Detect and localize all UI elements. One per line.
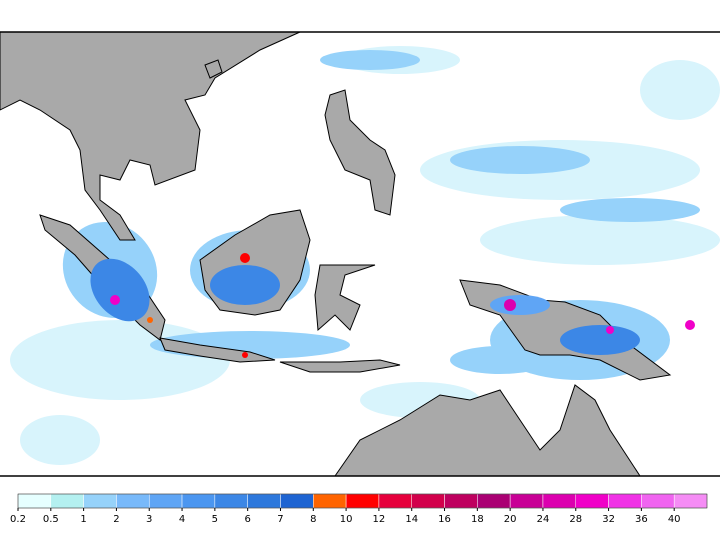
colorbar-segment xyxy=(411,493,445,509)
land xyxy=(0,31,672,477)
colorbar-segment xyxy=(509,493,544,509)
heavy-rain xyxy=(90,253,695,358)
colorbar-frame xyxy=(17,493,708,509)
colorbar-label: 16 xyxy=(438,514,451,525)
colorbar-label: 10 xyxy=(340,514,353,525)
colorbar-label: 28 xyxy=(569,514,582,525)
colorbar-label: 3 xyxy=(146,514,152,525)
colorbar-segment xyxy=(575,493,609,509)
colorbar-segment xyxy=(247,493,281,509)
colorbar-segment xyxy=(116,493,150,509)
colorbar-label: 20 xyxy=(504,514,517,525)
colorbar-segment xyxy=(378,493,412,509)
colorbar-label: 0.5 xyxy=(43,514,59,525)
colorbar-segment xyxy=(214,493,248,509)
colorbar-label: 5 xyxy=(212,514,218,525)
colorbar-label: 24 xyxy=(537,514,550,525)
colorbar-segment xyxy=(17,493,52,509)
colorbar-label: 36 xyxy=(635,514,648,525)
lesser-sunda xyxy=(279,359,401,373)
colorbar-segment xyxy=(477,493,511,509)
colorbar-segment xyxy=(181,493,216,509)
colorbar-segment xyxy=(83,493,117,509)
australia xyxy=(334,384,641,477)
map xyxy=(0,31,720,477)
colorbar-label: 2 xyxy=(113,514,119,525)
colorbar-segment xyxy=(608,493,642,509)
colorbar-label: 14 xyxy=(405,514,418,525)
colorbar-label: 1 xyxy=(80,514,86,525)
hainan xyxy=(204,59,223,79)
colorbar-segment xyxy=(50,493,84,509)
sulawesi xyxy=(314,264,376,332)
colorbar: 0.2 0.5 1 2 3 4 5 6 7 8 10 12 14 16 18 20 24 28 32 36 40 xyxy=(10,493,708,525)
colorbar-label: 8 xyxy=(310,514,316,525)
colorbar-segment xyxy=(542,493,577,509)
colorbar-label: 40 xyxy=(668,514,681,525)
colorbar-segment xyxy=(345,493,380,509)
colorbar-label: 4 xyxy=(179,514,185,525)
colorbar-segment xyxy=(673,493,708,509)
colorbar-segment xyxy=(280,493,314,509)
colorbar-label: 6 xyxy=(244,514,250,525)
colorbar-segment xyxy=(444,493,478,509)
colorbar-label: 18 xyxy=(471,514,484,525)
colorbar-segment xyxy=(641,493,675,509)
indochina xyxy=(0,31,301,241)
colorbar-label: 32 xyxy=(602,514,615,525)
colorbar-label: 7 xyxy=(277,514,283,525)
colorbar-label: 0.2 xyxy=(10,514,26,525)
philippines xyxy=(324,89,396,216)
colorbar-segment xyxy=(313,493,347,509)
colorbar-segment xyxy=(148,493,183,509)
colorbar-label: 12 xyxy=(373,514,386,525)
